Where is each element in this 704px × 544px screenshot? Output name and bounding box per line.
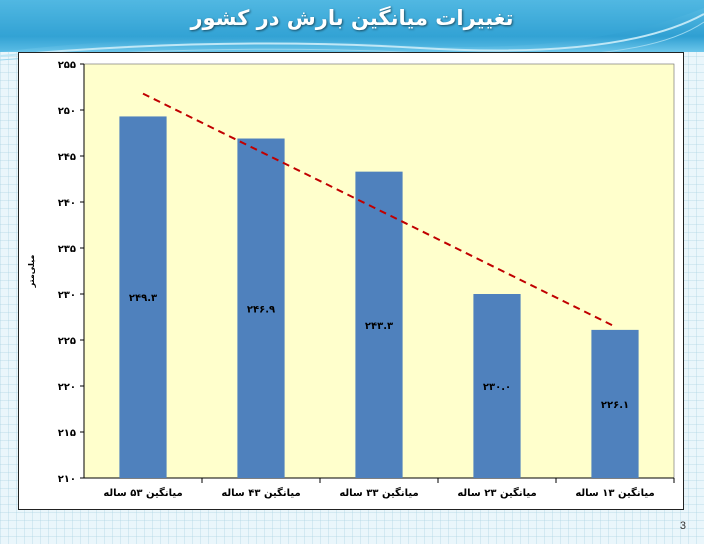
- bar-value-label: ۲۴۳.۳: [365, 321, 393, 332]
- bar-value-label: ۲۴۶.۹: [247, 304, 275, 315]
- title-band: [0, 0, 704, 52]
- y-tick-label: ۲۵۵: [58, 60, 76, 71]
- bar-chart: ۲۱۰ ۲۱۵ ۲۲۰ ۲۲۵ ۲۳۰ ۲۳۵ ۲۴۰ ۲۴۵ ۲۵۰ ۲۵۵ میلی‌متر ۲۴…: [27, 60, 675, 499]
- y-tick-label: ۲۲۵: [58, 336, 76, 347]
- y-axis-label: میلی‌متر: [27, 255, 36, 289]
- x-category-label: میانگین ۱۳ ساله: [575, 486, 654, 499]
- y-tick-label: ۲۱۰: [58, 474, 76, 485]
- y-tick-label: ۲۴۰: [58, 198, 76, 209]
- x-category-label: میانگین ۲۳ ساله: [457, 486, 536, 499]
- bar: [237, 138, 285, 478]
- y-tick-label: ۲۲۰: [58, 382, 76, 393]
- y-tick-label: ۲۳۵: [58, 244, 76, 255]
- trendline: [142, 92, 616, 328]
- bar-value-label: ۲۲۶.۱: [601, 400, 629, 411]
- y-tick-label: ۲۱۵: [58, 428, 76, 439]
- x-category-label: میانگین ۳۳ ساله: [339, 486, 418, 499]
- bar-value-label: ۲۳۰.۰: [483, 382, 511, 393]
- y-tick-label: ۲۵۰: [58, 106, 76, 117]
- bar-value-label: ۲۴۹.۳: [129, 293, 157, 304]
- slide-title: تغییرات میانگین بارش در کشور: [190, 6, 514, 30]
- bar: [119, 116, 167, 478]
- page-number: 3: [679, 520, 686, 532]
- bar: [591, 329, 639, 478]
- y-tick-label: ۲۳۰: [58, 290, 76, 301]
- x-category-label: میانگین ۵۳ ساله: [103, 486, 182, 499]
- bar: [473, 294, 521, 478]
- y-tick-label: ۲۴۵: [58, 152, 76, 163]
- x-category-label: میانگین ۴۳ ساله: [221, 486, 300, 499]
- bar: [355, 171, 403, 478]
